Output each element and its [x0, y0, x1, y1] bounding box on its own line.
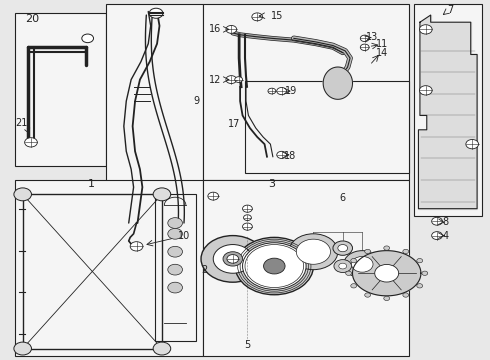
Circle shape — [149, 8, 163, 18]
Circle shape — [227, 255, 239, 263]
Circle shape — [213, 244, 252, 273]
Circle shape — [252, 13, 263, 21]
Circle shape — [153, 342, 171, 355]
Circle shape — [243, 223, 252, 230]
Circle shape — [360, 35, 369, 41]
Circle shape — [223, 252, 243, 266]
Circle shape — [432, 231, 442, 239]
Text: 2: 2 — [201, 265, 207, 275]
Circle shape — [130, 242, 143, 251]
Circle shape — [334, 260, 351, 273]
Circle shape — [466, 139, 479, 149]
Circle shape — [375, 265, 399, 282]
Polygon shape — [418, 15, 477, 209]
Text: 15: 15 — [270, 11, 283, 21]
Circle shape — [338, 244, 347, 252]
Circle shape — [243, 205, 252, 212]
Text: 10: 10 — [178, 231, 190, 240]
Text: 6: 6 — [340, 193, 346, 203]
Text: 11: 11 — [376, 40, 388, 49]
Circle shape — [296, 239, 331, 264]
Circle shape — [403, 249, 409, 253]
Circle shape — [419, 86, 432, 95]
Circle shape — [289, 234, 338, 270]
Text: 18: 18 — [284, 150, 296, 161]
Circle shape — [365, 293, 370, 297]
Bar — [203, 180, 409, 356]
Circle shape — [422, 271, 428, 275]
Circle shape — [244, 215, 251, 221]
Text: 17: 17 — [228, 120, 241, 129]
Circle shape — [277, 151, 287, 158]
Text: 16: 16 — [209, 24, 221, 35]
Circle shape — [339, 263, 346, 269]
Text: 8: 8 — [442, 217, 448, 227]
Polygon shape — [352, 251, 421, 296]
Bar — [106, 4, 203, 273]
Text: 7: 7 — [447, 5, 453, 15]
Circle shape — [351, 256, 373, 272]
Circle shape — [235, 77, 243, 82]
Circle shape — [168, 282, 182, 293]
Circle shape — [226, 26, 237, 33]
Circle shape — [403, 293, 409, 297]
Circle shape — [14, 342, 31, 355]
Bar — [15, 13, 106, 166]
Text: 20: 20 — [25, 14, 40, 24]
Circle shape — [384, 246, 390, 250]
Circle shape — [168, 228, 182, 239]
Circle shape — [333, 241, 352, 255]
Circle shape — [345, 271, 351, 275]
Text: 5: 5 — [245, 340, 250, 350]
Circle shape — [168, 246, 182, 257]
Circle shape — [82, 34, 94, 42]
Circle shape — [417, 258, 423, 263]
Circle shape — [384, 296, 390, 301]
Circle shape — [419, 25, 432, 34]
Circle shape — [365, 249, 370, 253]
Circle shape — [343, 251, 381, 278]
Bar — [414, 4, 482, 216]
Circle shape — [168, 218, 182, 228]
Circle shape — [168, 264, 182, 275]
Circle shape — [243, 243, 306, 289]
Text: 1: 1 — [88, 179, 95, 189]
Circle shape — [277, 87, 287, 95]
Circle shape — [268, 88, 276, 94]
Text: 13: 13 — [366, 32, 378, 42]
Text: 4: 4 — [442, 231, 448, 240]
Bar — [203, 4, 409, 180]
Circle shape — [226, 76, 237, 84]
Polygon shape — [323, 67, 352, 99]
Circle shape — [235, 237, 314, 295]
Text: 9: 9 — [193, 96, 199, 106]
Circle shape — [14, 188, 31, 201]
Bar — [155, 194, 196, 341]
Bar — [245, 81, 409, 173]
Text: 3: 3 — [269, 179, 275, 189]
Circle shape — [24, 138, 37, 147]
Circle shape — [360, 44, 369, 50]
Bar — [15, 180, 203, 356]
Text: 12: 12 — [209, 75, 221, 85]
Circle shape — [351, 284, 357, 288]
Text: 14: 14 — [376, 48, 388, 58]
Circle shape — [417, 284, 423, 288]
Circle shape — [351, 258, 357, 263]
Circle shape — [201, 235, 265, 282]
Circle shape — [432, 217, 442, 225]
Text: 21: 21 — [16, 118, 28, 128]
Circle shape — [153, 188, 171, 201]
Text: 19: 19 — [285, 86, 297, 96]
Circle shape — [208, 192, 219, 200]
Circle shape — [264, 258, 285, 274]
